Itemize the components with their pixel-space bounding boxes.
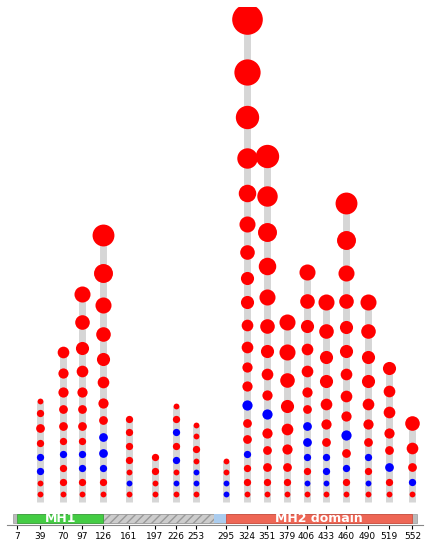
FancyBboxPatch shape [13,513,417,523]
Text: MH2 domain: MH2 domain [275,512,363,525]
Text: MH1: MH1 [45,512,76,525]
FancyBboxPatch shape [17,513,104,523]
FancyBboxPatch shape [214,513,228,523]
FancyBboxPatch shape [226,513,412,523]
FancyBboxPatch shape [104,513,226,523]
